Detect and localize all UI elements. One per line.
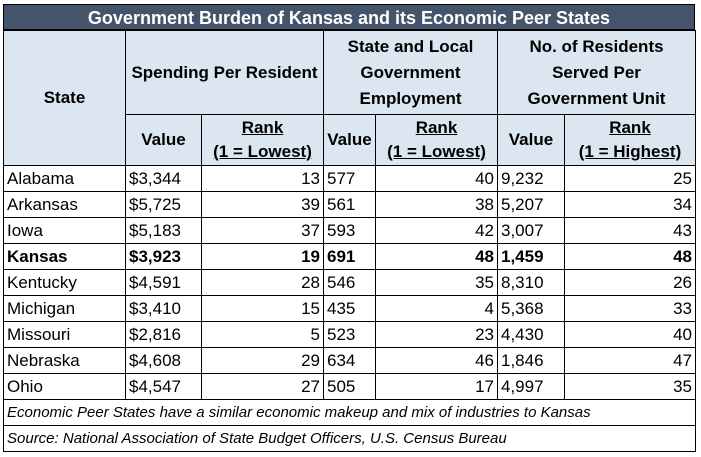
residents-value-cell: 4,430 — [497, 321, 565, 348]
header-rank: Rank (1 = Lowest) — [201, 114, 324, 166]
state-cell: Missouri — [3, 321, 126, 348]
spending-value-cell: $3,410 — [125, 295, 202, 322]
employment-rank-cell: 42 — [375, 217, 498, 244]
header-rank: Rank (1 = Lowest) — [375, 114, 498, 166]
table-row: Michigan $3,410 15 435 4 5,368 33 — [3, 295, 696, 322]
spending-rank-cell: 28 — [201, 269, 324, 296]
residents-rank-cell: 33 — [564, 295, 696, 322]
rank-label: Rank — [241, 118, 284, 137]
spending-rank-cell: 29 — [201, 347, 324, 374]
header-residents: No. of Residents Served Per Government U… — [497, 30, 696, 115]
residents-value-cell: 1,846 — [497, 347, 565, 374]
residents-value-cell: 8,310 — [497, 269, 565, 296]
table-body: Alabama $3,344 13 577 40 9,232 25 Arkansas $5,72… — [3, 165, 696, 400]
header-employment: State and Local Government Employment — [323, 30, 498, 115]
employment-rank-cell: 46 — [375, 347, 498, 374]
header-spending: Spending Per Resident — [125, 30, 324, 115]
state-cell: Kentucky — [3, 269, 126, 296]
spending-value-cell: $5,183 — [125, 217, 202, 244]
residents-value-cell: 3,007 — [497, 217, 565, 244]
residents-rank-cell: 35 — [564, 373, 696, 400]
footnote-source: Source: National Association of State Bu… — [3, 425, 696, 452]
spending-value-cell: $4,591 — [125, 269, 202, 296]
employment-value-cell: 505 — [323, 373, 376, 400]
table-row: Arkansas $5,725 39 561 38 5,207 34 — [3, 191, 696, 218]
state-cell: Arkansas — [3, 191, 126, 218]
rank-label: Rank — [415, 118, 458, 137]
rank-note: (1 = Highest) — [578, 142, 682, 161]
header-state: State — [3, 30, 126, 166]
footnote-peer-states: Economic Peer States have a similar econ… — [3, 399, 696, 426]
state-cell: Alabama — [3, 165, 126, 192]
employment-rank-cell: 38 — [375, 191, 498, 218]
residents-rank-cell: 25 — [564, 165, 696, 192]
table-row: Kansas $3,923 19 691 48 1,459 48 — [3, 243, 696, 270]
employment-value-cell: 593 — [323, 217, 376, 244]
residents-value-cell: 5,368 — [497, 295, 565, 322]
spending-rank-cell: 19 — [201, 243, 324, 270]
employment-value-cell: 577 — [323, 165, 376, 192]
table-row: Ohio $4,547 27 505 17 4,997 35 — [3, 373, 696, 400]
table-container: Government Burden of Kansas and its Econ… — [3, 4, 696, 452]
employment-value-cell: 561 — [323, 191, 376, 218]
employment-value-cell: 435 — [323, 295, 376, 322]
spending-value-cell: $4,547 — [125, 373, 202, 400]
residents-rank-cell: 26 — [564, 269, 696, 296]
spending-rank-cell: 15 — [201, 295, 324, 322]
data-table: State Spending Per Resident State and Lo… — [3, 30, 696, 452]
residents-value-cell: 1,459 — [497, 243, 565, 270]
state-cell: Michigan — [3, 295, 126, 322]
employment-value-cell: 634 — [323, 347, 376, 374]
residents-rank-cell: 34 — [564, 191, 696, 218]
spending-value-cell: $3,923 — [125, 243, 202, 270]
residents-rank-cell: 40 — [564, 321, 696, 348]
header-value: Value — [497, 114, 565, 166]
spending-value-cell: $3,344 — [125, 165, 202, 192]
employment-value-cell: 546 — [323, 269, 376, 296]
employment-value-cell: 691 — [323, 243, 376, 270]
rank-note: (1 = Lowest) — [387, 142, 486, 161]
employment-rank-cell: 4 — [375, 295, 498, 322]
table-row: Kentucky $4,591 28 546 35 8,310 26 — [3, 269, 696, 296]
spending-value-cell: $5,725 — [125, 191, 202, 218]
table-row: Nebraska $4,608 29 634 46 1,846 47 — [3, 347, 696, 374]
state-cell: Kansas — [3, 243, 126, 270]
residents-rank-cell: 48 — [564, 243, 696, 270]
spending-rank-cell: 39 — [201, 191, 324, 218]
spending-value-cell: $2,816 — [125, 321, 202, 348]
employment-rank-cell: 40 — [375, 165, 498, 192]
state-cell: Nebraska — [3, 347, 126, 374]
header-value: Value — [323, 114, 376, 166]
table-row: Iowa $5,183 37 593 42 3,007 43 — [3, 217, 696, 244]
spending-rank-cell: 27 — [201, 373, 324, 400]
table-row: Alabama $3,344 13 577 40 9,232 25 — [3, 165, 696, 192]
employment-value-cell: 523 — [323, 321, 376, 348]
spending-rank-cell: 37 — [201, 217, 324, 244]
employment-rank-cell: 35 — [375, 269, 498, 296]
spending-rank-cell: 5 — [201, 321, 324, 348]
spending-value-cell: $4,608 — [125, 347, 202, 374]
table-row: Missouri $2,816 5 523 23 4,430 40 — [3, 321, 696, 348]
state-cell: Ohio — [3, 373, 126, 400]
residents-rank-cell: 43 — [564, 217, 696, 244]
residents-rank-cell: 47 — [564, 347, 696, 374]
employment-rank-cell: 48 — [375, 243, 498, 270]
spending-rank-cell: 13 — [201, 165, 324, 192]
rank-note: (1 = Lowest) — [213, 142, 312, 161]
header-value: Value — [125, 114, 202, 166]
rank-label: Rank — [609, 118, 651, 137]
employment-rank-cell: 23 — [375, 321, 498, 348]
employment-rank-cell: 17 — [375, 373, 498, 400]
residents-value-cell: 9,232 — [497, 165, 565, 192]
residents-value-cell: 5,207 — [497, 191, 565, 218]
header-rank: Rank (1 = Highest) — [564, 114, 696, 166]
state-cell: Iowa — [3, 217, 126, 244]
residents-value-cell: 4,997 — [497, 373, 565, 400]
table-title: Government Burden of Kansas and its Econ… — [3, 4, 695, 30]
